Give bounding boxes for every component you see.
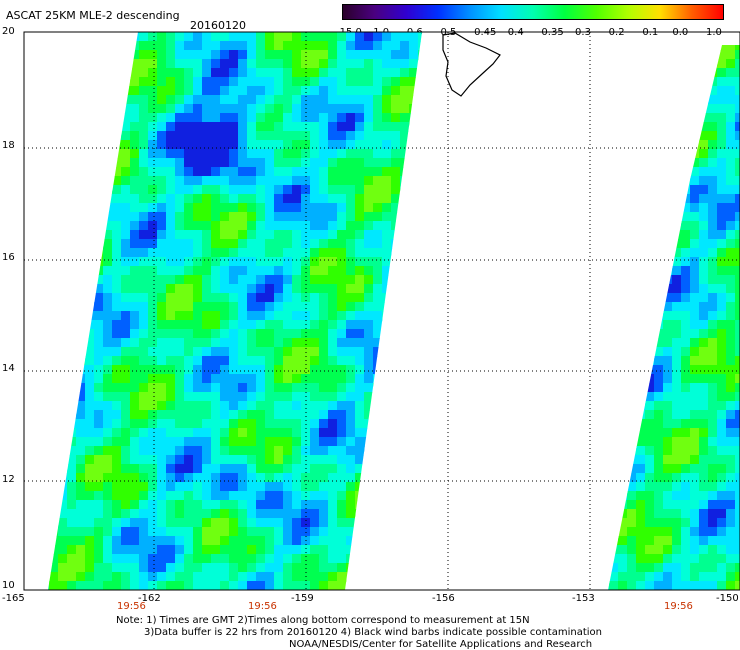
- time-label: 19:56: [664, 601, 693, 612]
- time-label: 19:56: [117, 601, 146, 612]
- lon-label: -153: [572, 593, 595, 604]
- map-frame: [23, 31, 740, 591]
- map-date: 20160120: [190, 19, 246, 32]
- map-gridlines: [24, 32, 740, 590]
- lon-label: -165: [2, 593, 25, 604]
- lon-label: -159: [291, 593, 314, 604]
- map-title: ASCAT 25KM MLE-2 descending: [6, 9, 180, 22]
- lon-label: -162: [138, 593, 161, 604]
- lon-label: -156: [432, 593, 455, 604]
- left-swath: [48, 32, 422, 590]
- colorbar: [342, 4, 724, 20]
- right-swath: [608, 45, 740, 590]
- lat-label: 18: [2, 140, 15, 151]
- lat-label: 16: [2, 252, 15, 263]
- island-outline: [442, 32, 501, 97]
- lat-label: 10: [2, 580, 15, 591]
- note-line-3: NOAA/NESDIS/Center for Satellite Applica…: [289, 639, 593, 650]
- note-line-2: 3)Data buffer is 22 hrs from 20160120 4)…: [144, 627, 602, 638]
- lat-label: 14: [2, 363, 15, 374]
- note-line-1: Note: 1) Times are GMT 2)Times along bot…: [116, 615, 530, 626]
- lon-label: -150: [716, 593, 739, 604]
- time-label: 19:56: [248, 601, 277, 612]
- lat-label: 20: [2, 26, 15, 37]
- lat-label: 12: [2, 474, 15, 485]
